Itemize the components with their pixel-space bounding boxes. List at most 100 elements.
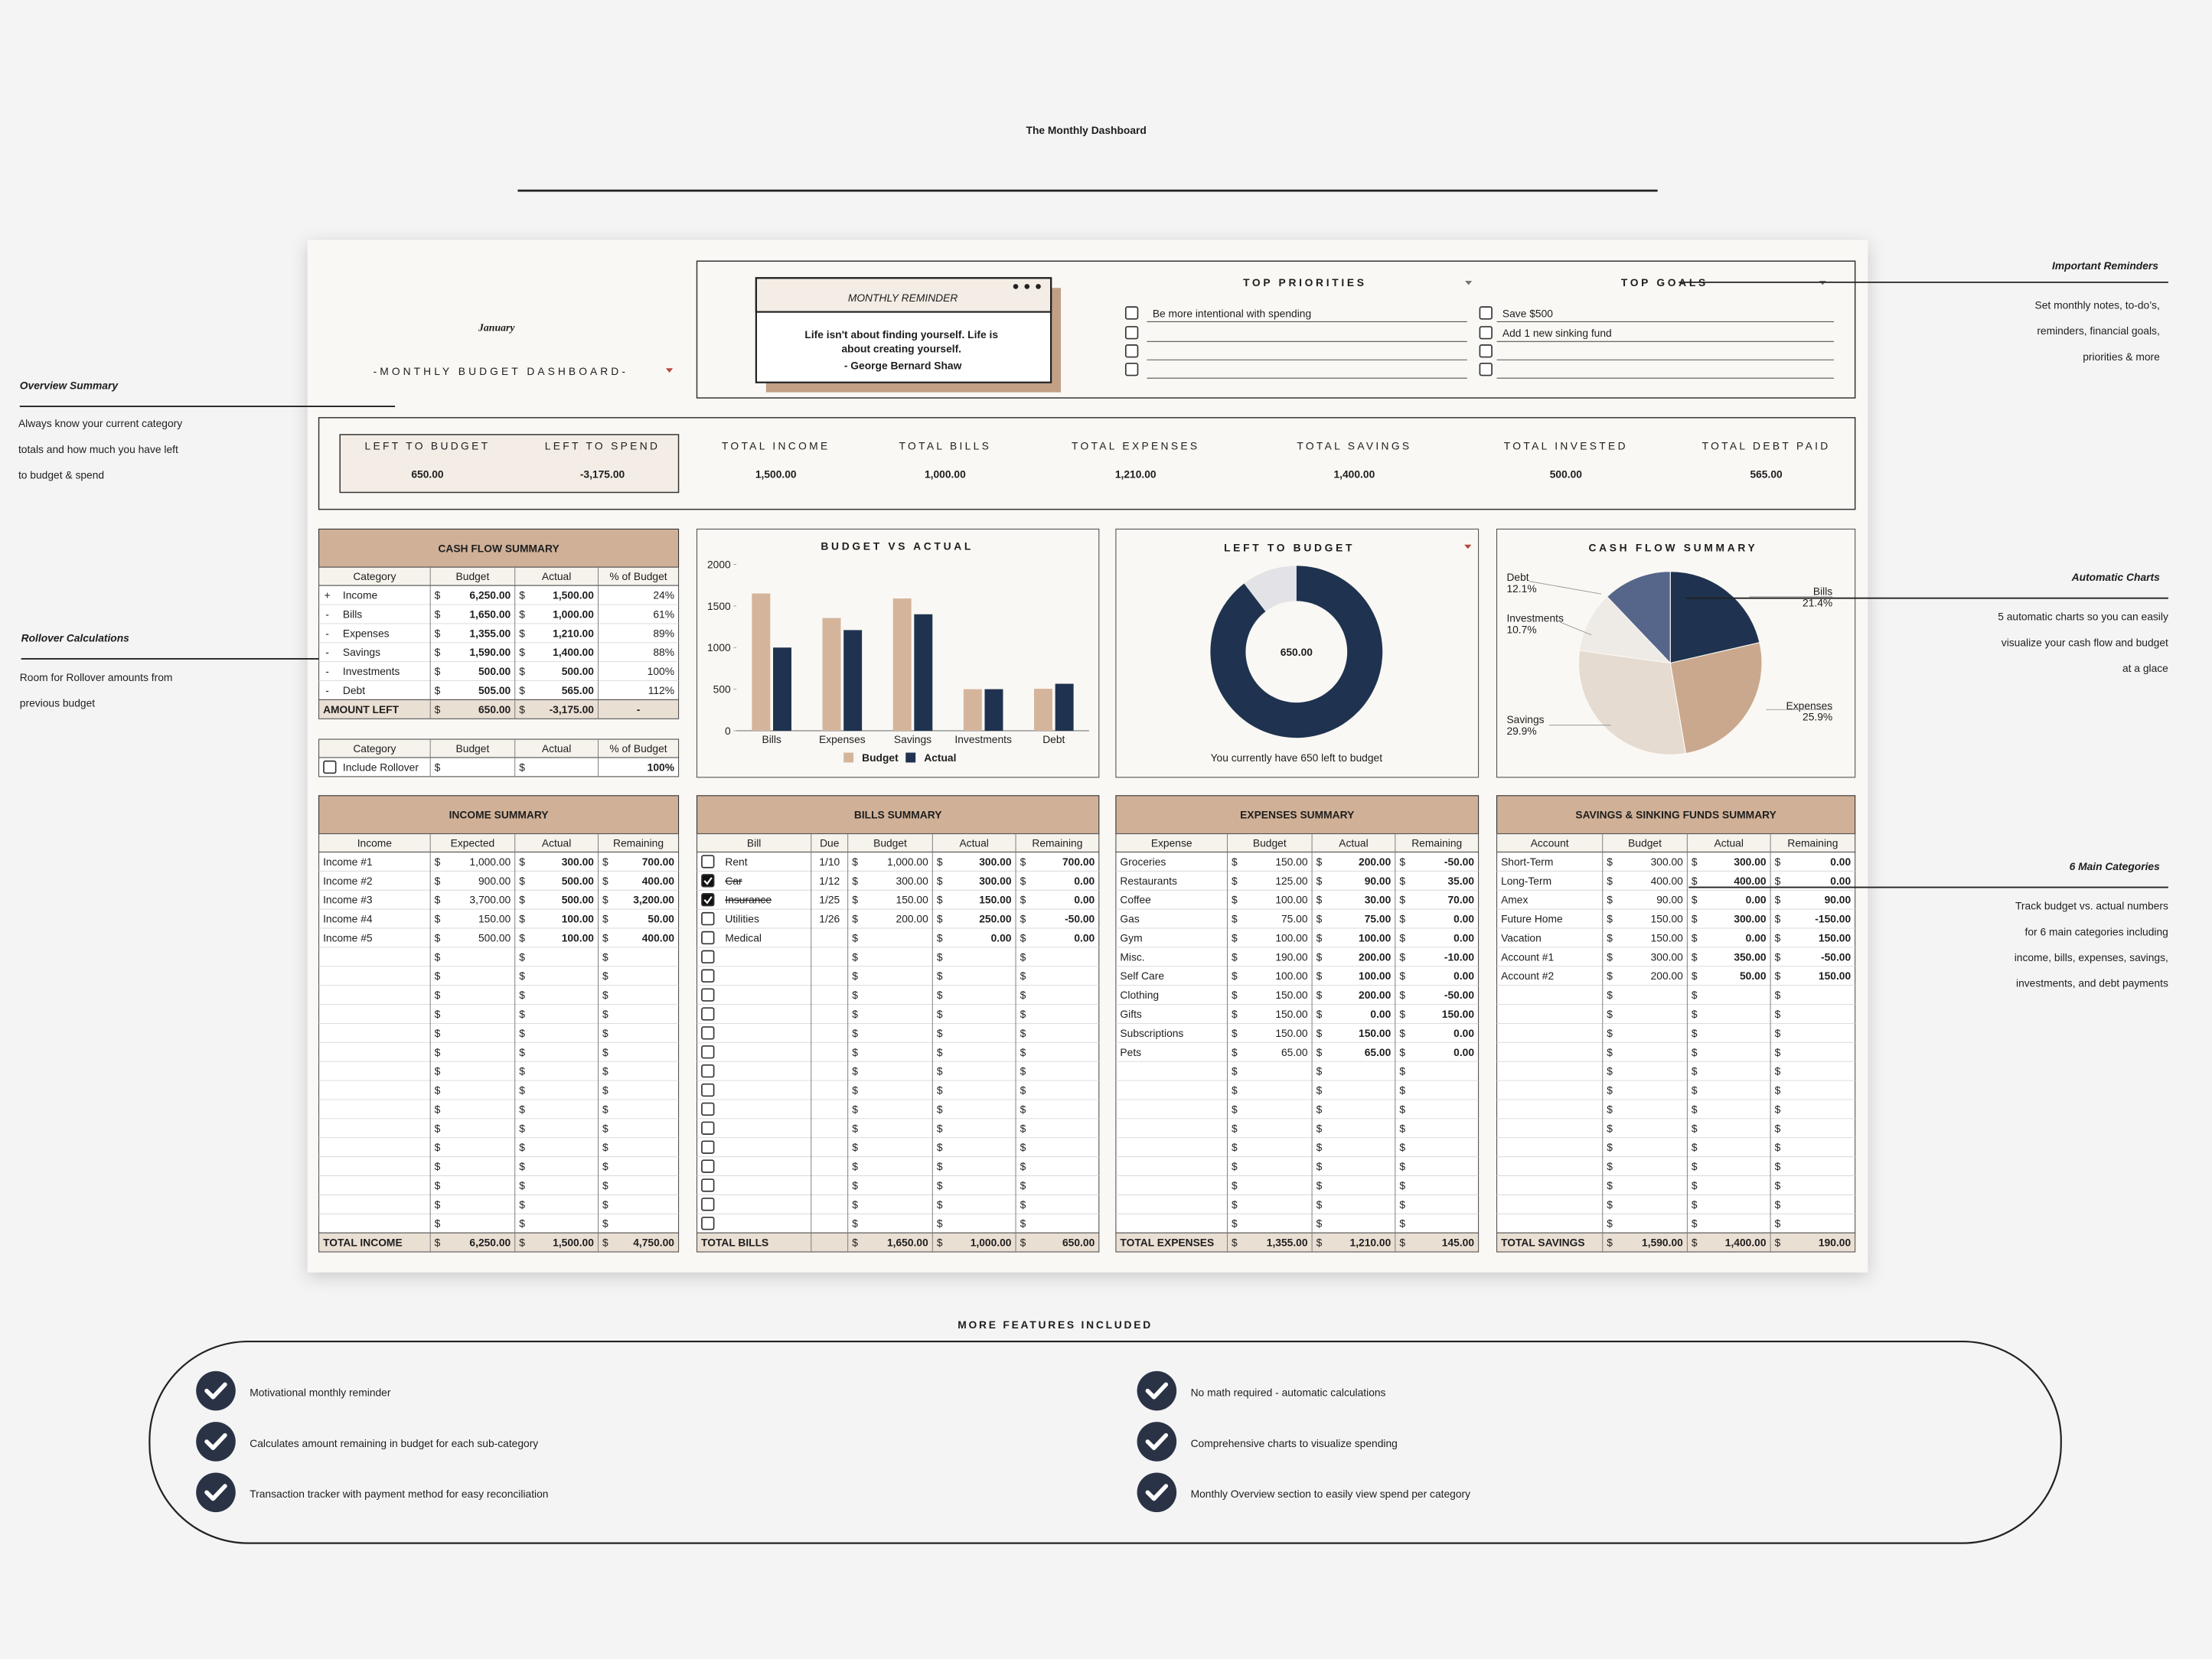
- x-tick-label: Expenses: [819, 733, 866, 745]
- currency-sign: $: [1775, 1179, 1781, 1191]
- currency-sign: $: [1399, 1103, 1405, 1115]
- currency-sign: $: [1232, 989, 1238, 1001]
- legend-swatch: [843, 752, 854, 763]
- checkbox[interactable]: [701, 1026, 715, 1040]
- currency-sign: $: [1232, 913, 1238, 925]
- currency-sign: $: [1232, 1046, 1238, 1058]
- checkbox[interactable]: [701, 988, 715, 1002]
- y-tick-label: 1000: [707, 641, 731, 653]
- checkbox[interactable]: [701, 893, 715, 907]
- currency-sign: $: [1316, 1046, 1323, 1058]
- currency-sign: $: [1775, 913, 1781, 925]
- table-total-row: [1496, 1232, 1856, 1253]
- amount: 1,000.00: [553, 608, 594, 620]
- summary-label: TOTAL INVESTED: [1504, 440, 1628, 452]
- currency-sign: $: [1316, 970, 1323, 982]
- currency-sign: $: [435, 970, 441, 982]
- amount: 0.00: [1453, 970, 1474, 982]
- checkbox[interactable]: [701, 911, 715, 926]
- currency-sign: $: [1775, 856, 1781, 868]
- currency-sign: $: [602, 1065, 608, 1077]
- currency-sign: $: [435, 913, 441, 925]
- cell-label: Gym: [1120, 931, 1142, 944]
- currency-sign: $: [1232, 1217, 1238, 1230]
- checkbox[interactable]: [701, 1007, 715, 1021]
- currency-sign: $: [1232, 1198, 1238, 1211]
- checkbox[interactable]: [1124, 326, 1139, 340]
- checkbox[interactable]: [701, 1102, 715, 1116]
- checkbox[interactable]: [701, 931, 715, 945]
- amount: 65.00: [1365, 1046, 1391, 1058]
- currency-sign: $: [602, 913, 608, 925]
- checkbox[interactable]: [701, 855, 715, 869]
- amount: -10.00: [1444, 950, 1474, 963]
- amount: 150.00: [1442, 1008, 1475, 1020]
- checkbox[interactable]: [701, 1121, 715, 1135]
- checkbox[interactable]: [323, 760, 337, 774]
- left-summary-box: [339, 434, 680, 494]
- cell-label: Bills: [343, 608, 362, 620]
- checkbox[interactable]: [701, 1198, 715, 1211]
- currency-sign: $: [1775, 1122, 1781, 1134]
- checkbox[interactable]: [701, 969, 715, 983]
- checkbox[interactable]: [701, 1083, 715, 1097]
- currency-sign: $: [1775, 1046, 1781, 1058]
- callout-text: previous budget: [20, 697, 95, 709]
- cell-label: TOTAL EXPENSES: [1120, 1237, 1214, 1249]
- amount: 6,250.00: [469, 1237, 511, 1249]
- bar: [914, 614, 933, 731]
- table-title: EXPENSES SUMMARY: [1240, 809, 1354, 821]
- checkbox[interactable]: [701, 1178, 715, 1192]
- checkbox[interactable]: [1479, 306, 1493, 320]
- checkbox[interactable]: [701, 1140, 715, 1154]
- currency-sign: $: [519, 1160, 525, 1172]
- page-title: The Monthly Dashboard: [1026, 124, 1147, 136]
- check-icon-mark: [204, 1484, 227, 1501]
- amount: 1,000.00: [469, 856, 511, 868]
- checkbox[interactable]: [1479, 363, 1493, 376]
- checkbox[interactable]: [701, 1045, 715, 1059]
- summary-label: TOTAL INCOME: [722, 440, 830, 452]
- checkbox[interactable]: [1479, 326, 1493, 340]
- checkbox[interactable]: [701, 1217, 715, 1230]
- amount: 4,750.00: [633, 1237, 674, 1249]
- currency-sign: $: [1399, 1141, 1405, 1153]
- checkbox[interactable]: [701, 1159, 715, 1173]
- checkbox[interactable]: [1124, 363, 1139, 376]
- currency-sign: $: [602, 950, 608, 963]
- currency-sign: $: [1232, 931, 1238, 944]
- pie-value-label: 29.9%: [1506, 725, 1536, 737]
- legend-label: Actual: [924, 751, 956, 764]
- feature-item: Comprehensive charts to visualize spendi…: [1191, 1437, 1398, 1449]
- callout-text: Set monthly notes, to-do’s,: [2035, 298, 2160, 311]
- amount: 150.00: [1275, 1008, 1308, 1020]
- amount: 35.00: [1447, 875, 1474, 887]
- currency-sign: $: [435, 1008, 441, 1020]
- amount: 0.00: [1370, 1008, 1391, 1020]
- checkbox[interactable]: [701, 950, 715, 964]
- check-icon-mark: [1145, 1432, 1169, 1450]
- currency-sign: $: [1607, 1065, 1613, 1077]
- amount: 1,500.00: [553, 589, 594, 601]
- chart-title: LEFT TO BUDGET: [1224, 541, 1355, 553]
- checkbox[interactable]: [1124, 344, 1139, 358]
- currency-sign: $: [1020, 1084, 1026, 1097]
- summary-label: LEFT TO BUDGET: [365, 440, 491, 452]
- check-mark: [703, 877, 713, 885]
- pie-slice: [1669, 641, 1763, 755]
- currency-sign: $: [1775, 950, 1781, 963]
- currency-sign: $: [519, 1008, 525, 1020]
- callout-title: Rollover Calculations: [21, 631, 130, 644]
- amount: 150.00: [979, 894, 1012, 906]
- checkbox[interactable]: [701, 1064, 715, 1078]
- checkbox[interactable]: [1479, 344, 1493, 358]
- amount: 1,590.00: [469, 646, 511, 658]
- y-tick-label: 1500: [707, 600, 731, 612]
- currency-sign: $: [1692, 931, 1698, 944]
- currency-sign: $: [1399, 970, 1405, 982]
- currency-sign: $: [1775, 894, 1781, 906]
- currency-sign: $: [1316, 1122, 1323, 1134]
- cell-label: Income #4: [323, 913, 373, 925]
- checkbox[interactable]: [701, 874, 715, 888]
- checkbox[interactable]: [1124, 306, 1139, 320]
